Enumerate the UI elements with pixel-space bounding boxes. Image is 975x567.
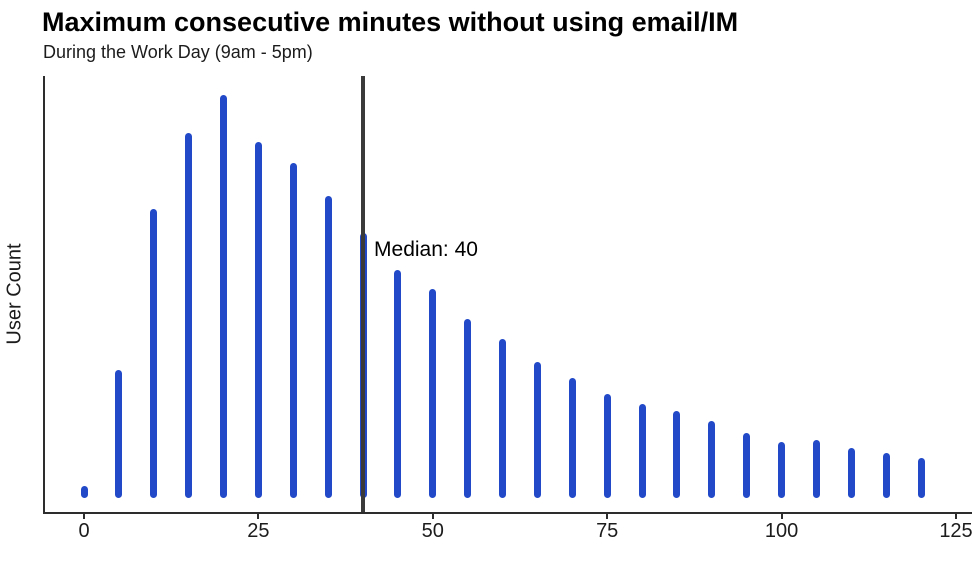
- x-axis-tick-label: 25: [247, 520, 270, 542]
- bar: [882, 453, 890, 498]
- x-axis-line: [43, 512, 972, 514]
- bar: [743, 433, 751, 498]
- x-axis-tick: [257, 514, 260, 519]
- x-axis-tick: [955, 514, 957, 519]
- y-axis-label: User Count: [3, 243, 26, 345]
- x-axis-tick: [83, 514, 85, 519]
- bar: [568, 378, 576, 498]
- bar: [812, 440, 820, 498]
- bar: [394, 270, 402, 498]
- x-axis-tick-label: 100: [764, 520, 799, 542]
- x-axis-tick-label: 125: [939, 520, 973, 542]
- bar: [499, 339, 507, 498]
- chart-subtitle: During the Work Day (9am - 5pm): [43, 42, 313, 62]
- bar: [289, 163, 297, 498]
- chart-title: Maximum consecutive minutes without usin…: [42, 7, 739, 37]
- x-axis-tick: [606, 514, 609, 519]
- x-axis-tick: [431, 514, 434, 519]
- plot-area: Median: 40 0 25 50 75 100 125: [43, 76, 973, 542]
- bar: [80, 486, 88, 498]
- bar: [638, 404, 646, 498]
- bar: [429, 289, 437, 498]
- x-axis-tick-label: 0: [78, 520, 90, 542]
- bar: [603, 394, 611, 498]
- bar: [115, 370, 123, 498]
- x-axis-tick: [780, 514, 783, 519]
- median-label: Median: 40: [374, 238, 478, 261]
- bar: [673, 411, 681, 498]
- bar: [847, 448, 855, 498]
- y-axis-line: [43, 76, 45, 514]
- bar: [254, 142, 262, 498]
- bar: [185, 133, 193, 498]
- bar: [464, 319, 472, 498]
- x-axis-tick-label: 75: [596, 520, 619, 542]
- median-line: [361, 76, 365, 512]
- bar: [708, 421, 716, 498]
- bar: [533, 362, 541, 498]
- bar: [150, 209, 158, 498]
- bar: [917, 458, 925, 498]
- bar: [220, 95, 228, 498]
- bar: [778, 442, 786, 498]
- x-axis-tick-label: 50: [421, 520, 444, 542]
- bar: [324, 196, 332, 498]
